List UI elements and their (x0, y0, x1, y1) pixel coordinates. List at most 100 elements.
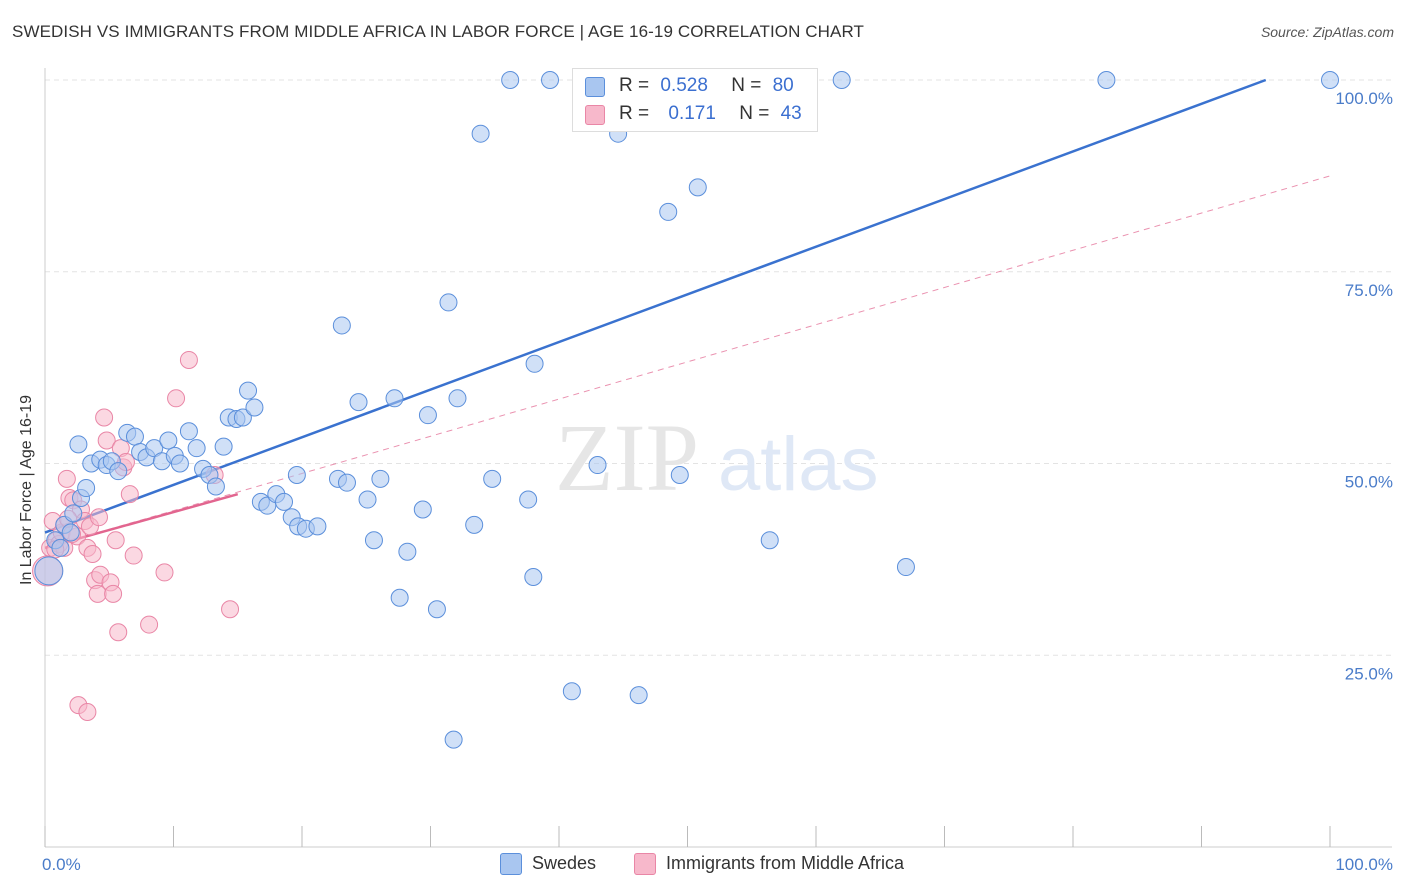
x-tick-label-1: 100.0% (1335, 855, 1393, 874)
swedes-point (439, 293, 458, 312)
legend-swatch-swedes (585, 77, 605, 97)
watermark-atlas: atlas (718, 422, 879, 507)
legend-n-label: N = (739, 103, 770, 124)
swedes-point (448, 389, 467, 408)
swedes-point (69, 435, 88, 454)
swedes-point (275, 492, 294, 511)
swedes-point (308, 517, 327, 536)
swedes-point (371, 469, 390, 488)
swedes-point (832, 71, 851, 89)
swedes-point (760, 531, 779, 550)
swedes-point (629, 686, 648, 705)
immigrants-point (120, 485, 139, 504)
immigrants-point (109, 623, 128, 642)
y-tick-label-1: 50.0% (1345, 473, 1393, 492)
swedes-point (77, 479, 96, 498)
swedes-point (214, 437, 233, 456)
legend-n-label: N = (731, 75, 762, 96)
immigrants-point (140, 615, 159, 634)
swedes-point (332, 316, 351, 335)
swedes-point (125, 427, 144, 446)
y-tick-label-2: 75.0% (1345, 281, 1393, 300)
legend-n-value-immigrants: 43 (780, 103, 802, 124)
swedes-point (659, 202, 678, 221)
swedes-point (61, 523, 80, 542)
legend-r-value-immigrants: 0.171 (668, 103, 716, 124)
swedes-point (337, 473, 356, 492)
swedes-point (170, 454, 189, 473)
axes (44, 68, 1392, 848)
swedes-point (471, 124, 490, 143)
y-tick-label-0: 25.0% (1345, 664, 1393, 683)
immigrants-point (97, 431, 116, 450)
swedes-point (179, 422, 198, 441)
swedes-point (349, 393, 368, 412)
swedes-point (541, 71, 560, 89)
chart-title: SWEDISH VS IMMIGRANTS FROM MIDDLE AFRICA… (12, 22, 865, 41)
swedes-point (465, 515, 484, 534)
swedes-point (427, 600, 446, 619)
swedes-points (34, 71, 1339, 749)
swedes-point (364, 531, 383, 550)
immigrants-point (89, 508, 108, 527)
watermark: ZIP atlas (555, 404, 879, 511)
tick-labels: 25.0% 50.0% 75.0% 100.0% 0.0% 100.0% (42, 89, 1393, 874)
legend: R = 0.528 N = 80 R = 0.171 N = 43 (572, 68, 818, 132)
swedes-point (187, 439, 206, 458)
swedes-point (444, 730, 463, 749)
immigrants-point (155, 563, 174, 582)
swedes-point (385, 389, 404, 408)
swedes-point (1321, 71, 1339, 89)
immigrants-point (95, 408, 114, 427)
swedes-point (688, 178, 707, 197)
swedes-point (287, 466, 306, 485)
swedes-point (418, 406, 437, 425)
immigrants-point (106, 531, 125, 550)
swedes-point (524, 568, 543, 587)
swedes-point (206, 477, 225, 496)
immigrants-point (167, 389, 186, 408)
immigrants-point (104, 584, 123, 603)
immigrants-point (78, 703, 97, 722)
watermark-zip: ZIP (555, 404, 699, 511)
immigrants-point (124, 546, 143, 565)
swedes-point (588, 456, 607, 475)
swedes-point (483, 469, 502, 488)
swedes-point (519, 490, 538, 509)
swedes-point (245, 398, 264, 417)
swedes-point (413, 500, 432, 519)
source-label: Source: ZipAtlas.com (1260, 24, 1394, 40)
x-tick-label-0: 0.0% (42, 855, 81, 874)
swedes-point (501, 71, 520, 89)
immigrants-point (83, 545, 102, 564)
bottom-legend-swatch-swedes (500, 853, 522, 875)
swedes-point (358, 490, 377, 509)
legend-swatch-immigrants (585, 105, 605, 125)
swedes-point (525, 354, 544, 373)
swedes-point (64, 504, 83, 523)
y-tick-label-3: 100.0% (1335, 89, 1393, 108)
swedes-point (562, 682, 581, 701)
legend-n-value-swedes: 80 (772, 75, 794, 96)
immigrants-point (221, 600, 240, 619)
swedes-point (670, 466, 689, 485)
legend-r-label: R = (619, 103, 650, 124)
immigrants-trend-extension (44, 175, 1331, 549)
swedes-point (51, 538, 70, 557)
swedes-point (398, 542, 417, 561)
gridlines (45, 79, 1392, 656)
immigrants-point (179, 350, 198, 369)
swedes-point (239, 381, 258, 400)
swedes-point (34, 556, 64, 586)
immigrants-point (57, 469, 76, 488)
swedes-point (1097, 71, 1116, 89)
swedes-point (390, 588, 409, 607)
swedes-point (896, 558, 915, 577)
bottom-legend-swatch-immigrants (634, 853, 656, 875)
bottom-legend-label-swedes: Swedes (532, 853, 597, 873)
swedes-point (233, 408, 252, 427)
swedes-point (109, 462, 128, 481)
swedes-trend-line (44, 78, 1267, 534)
legend-r-value-swedes: 0.528 (660, 75, 708, 96)
